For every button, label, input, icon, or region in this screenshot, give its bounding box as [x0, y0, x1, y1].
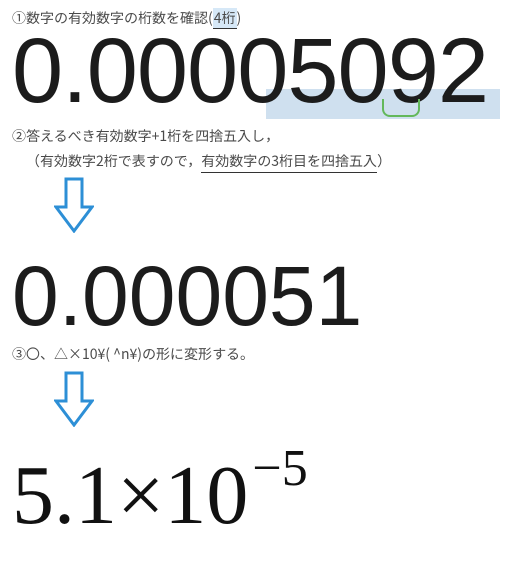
step3-number: 5.1×10 −5: [12, 450, 503, 542]
step2-number-text: 0.000051: [12, 249, 362, 343]
step2-sub-underline: 有効数字の3桁目を四捨五入: [201, 151, 377, 173]
step2-sub-pre: （有効数字2桁で表すので，: [26, 151, 201, 171]
arrow-1: [54, 177, 503, 238]
step2-sub-post: ）: [377, 151, 391, 171]
step3-text: ③〇、△×10¥( ^n¥)の形に変形する。: [12, 344, 254, 364]
down-arrow-icon: [54, 177, 94, 233]
step2-number: 0.000051: [12, 250, 503, 342]
step3-exponent: −5: [252, 440, 307, 497]
step2-sub-instruction: （有効数字2桁で表すので，有効数字の3桁目を四捨五入）: [26, 151, 503, 171]
step1-number-wrap: 0.00005092: [12, 23, 488, 120]
down-arrow-icon: [54, 371, 94, 427]
step2-instruction: ②答えるべき有効数字+1桁を四捨五入し，: [12, 126, 503, 147]
step2-text: ②答えるべき有効数字+1桁を四捨五入し，: [12, 126, 279, 146]
step3-instruction: ③〇、△×10¥( ^n¥)の形に変形する。: [12, 344, 503, 365]
step3-base: 5.1×10: [12, 450, 248, 542]
sigfig-smile-underline: [382, 99, 420, 117]
arrow-2: [54, 371, 503, 432]
